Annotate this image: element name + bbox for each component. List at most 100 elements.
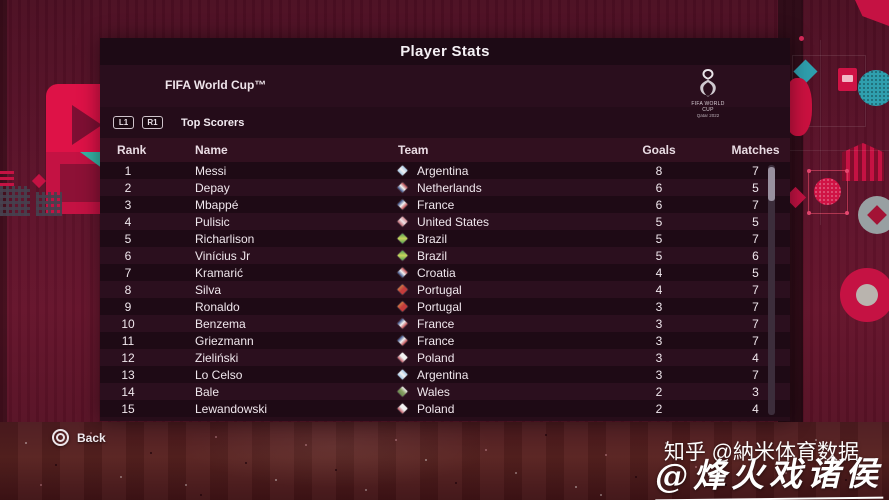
team-cell: Argentina — [361, 368, 597, 382]
matches-cell: 7 — [752, 316, 759, 331]
table-row[interactable]: 8 Silva Portugal 4 7 — [100, 281, 790, 298]
goals-cell: 8 — [655, 163, 663, 178]
table-row[interactable]: 11 Griezmann France 3 7 — [100, 332, 790, 349]
team-flag-icon — [397, 318, 408, 329]
watermark-overlay: @烽火戏诸侯 — [654, 446, 884, 500]
back-button[interactable]: Back — [52, 429, 106, 446]
player-name-cell: Lo Celso — [195, 367, 243, 382]
bg-grid-line — [820, 40, 821, 225]
team-cell: Argentina — [361, 164, 597, 178]
team-cell: Brazil — [361, 249, 597, 263]
bg-qr-pattern — [36, 192, 62, 216]
matches-cell: 5 — [752, 214, 759, 229]
table-row[interactable]: 2 Depay Netherlands 6 5 — [100, 179, 790, 196]
player-name-cell: Mbappé — [195, 197, 239, 212]
panel-title-bar: Player Stats — [100, 38, 790, 65]
table-row[interactable]: 15 Lewandowski Poland 2 4 — [100, 400, 790, 417]
rank-cell: 12 — [121, 350, 135, 365]
bg-teal-medallion — [858, 70, 889, 106]
table-row[interactable]: 3 Mbappé France 6 7 — [100, 196, 790, 213]
rank-cell: 14 — [121, 384, 135, 399]
bg-confetti — [0, 424, 2, 426]
scrollbar-thumb[interactable] — [768, 167, 775, 201]
player-name-cell: Ronaldo — [195, 299, 240, 314]
team-flag-icon — [397, 199, 408, 210]
col-goals: Goals — [642, 143, 676, 157]
team-name-cell: Argentina — [417, 367, 469, 382]
table-row[interactable]: 4 Pulisic United States 5 5 — [100, 213, 790, 230]
table-row[interactable]: 1 Messi Argentina 8 7 — [100, 162, 790, 179]
team-cell: Brazil — [361, 232, 597, 246]
bg-pitch-strip — [0, 422, 889, 500]
goals-cell: 3 — [655, 299, 663, 314]
rank-cell: 5 — [124, 231, 132, 246]
table-row[interactable]: 7 Kramarić Croatia 4 5 — [100, 264, 790, 281]
rank-cell: 6 — [124, 248, 132, 263]
bg-gray-circle — [858, 196, 889, 234]
rank-cell: 1 — [124, 163, 132, 178]
bg-red-dot — [799, 36, 804, 41]
bg-red-stripes — [0, 168, 14, 186]
team-cell: Poland — [361, 402, 597, 416]
goals-cell: 4 — [655, 265, 663, 280]
table-row[interactable]: 9 Ronaldo Portugal 3 7 — [100, 298, 790, 315]
player-name-cell: Benzema — [195, 316, 246, 331]
player-name-cell: Richarlison — [195, 231, 255, 246]
table-header: Rank Name Team Goals Matches — [100, 138, 790, 162]
team-flag-icon — [397, 352, 408, 363]
matches-cell: 5 — [752, 180, 759, 195]
table-row[interactable]: 5 Richarlison Brazil 5 7 — [100, 230, 790, 247]
col-rank: Rank — [117, 143, 147, 157]
col-matches: Matches — [731, 143, 780, 157]
player-name-cell: Zieliński — [195, 350, 239, 365]
goals-cell: 3 — [655, 350, 663, 365]
team-cell: Wales — [361, 385, 597, 399]
team-flag-icon — [397, 267, 408, 278]
table-row[interactable]: 12 Zieliński Poland 3 4 — [100, 349, 790, 366]
col-name: Name — [195, 143, 228, 157]
matches-cell: 7 — [752, 163, 759, 178]
rank-cell: 9 — [124, 299, 132, 314]
player-name-cell: Silva — [195, 282, 222, 297]
scrollbar[interactable] — [768, 165, 775, 415]
matches-cell: 7 — [752, 333, 759, 348]
team-name-cell: Portugal — [417, 299, 462, 314]
team-flag-icon — [397, 403, 408, 414]
r1-shoulder-button[interactable]: R1 — [142, 116, 163, 129]
table-row[interactable]: 14 Bale Wales 2 3 — [100, 383, 790, 400]
matches-cell: 4 — [752, 350, 759, 365]
table-row[interactable]: 13 Lo Celso Argentina 3 7 — [100, 366, 790, 383]
matches-cell: 3 — [752, 384, 759, 399]
team-cell: France — [361, 317, 597, 331]
matches-cell: 7 — [752, 367, 759, 382]
team-flag-icon — [397, 386, 408, 397]
team-flag-icon — [397, 165, 408, 176]
table-row[interactable]: 10 Benzema France 3 7 — [100, 315, 790, 332]
matches-cell: 5 — [752, 265, 759, 280]
rank-cell: 7 — [124, 265, 132, 280]
player-stats-panel: Player Stats FIFA World Cup™ FIFA WORLD … — [100, 38, 790, 421]
matches-cell: 6 — [752, 248, 759, 263]
rank-cell: 15 — [121, 401, 135, 416]
table-row[interactable]: 6 Vinícius Jr Brazil 5 6 — [100, 247, 790, 264]
player-name-cell: Lewandowski — [195, 401, 268, 416]
team-flag-icon — [397, 250, 408, 261]
team-flag-icon — [397, 369, 408, 380]
player-name-cell: Depay — [195, 180, 230, 195]
logo-text-line1: FIFA WORLD CUP — [691, 101, 725, 113]
goals-cell: 5 — [655, 214, 663, 229]
rank-cell: 2 — [124, 180, 132, 195]
rank-cell: 11 — [121, 333, 135, 348]
team-name-cell: Argentina — [417, 163, 469, 178]
team-name-cell: Netherlands — [417, 180, 482, 195]
world-cup-emblem-icon — [700, 69, 716, 97]
tab-top-scorers[interactable]: Top Scorers — [181, 116, 245, 129]
l1-shoulder-button[interactable]: L1 — [113, 116, 134, 129]
team-cell: Portugal — [361, 283, 597, 297]
team-flag-icon — [397, 335, 408, 346]
bg-left-band — [0, 0, 7, 500]
bg-red-chip — [838, 68, 857, 91]
team-cell: United States — [361, 215, 597, 229]
team-name-cell: France — [417, 197, 455, 212]
goals-cell: 6 — [655, 197, 663, 212]
